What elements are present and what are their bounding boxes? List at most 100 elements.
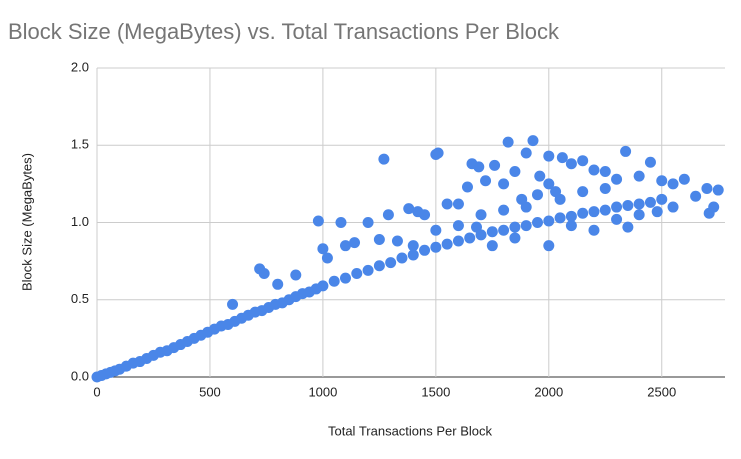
point [633,198,645,210]
point [464,232,476,244]
point [620,145,632,157]
point [407,249,419,261]
point [419,209,431,221]
point [432,147,444,159]
point [339,240,351,252]
point [489,159,501,171]
point [644,156,656,168]
point [690,190,702,202]
point [577,207,589,219]
point [520,220,532,232]
point [498,204,510,216]
point [527,135,539,147]
point [351,267,363,279]
point [588,164,600,176]
point [441,198,453,210]
point [701,183,713,195]
point [373,260,385,272]
point [452,235,464,247]
point [712,184,724,196]
point [599,183,611,195]
point [349,237,361,249]
point [588,206,600,218]
point [430,224,442,236]
point [622,200,634,212]
point [509,232,521,244]
point [556,152,568,164]
point [335,217,347,228]
point [382,209,394,221]
point [543,150,555,162]
x-tick-label: 1500 [421,384,450,399]
y-tick-label: 1.0 [71,214,89,229]
point [486,226,498,238]
x-axis-title: Total Transactions Per Block [328,423,493,438]
point [611,173,623,185]
point [452,220,464,232]
point [588,224,600,236]
point [611,213,623,225]
point [407,240,419,252]
y-tick-label: 2.0 [71,59,89,74]
point [644,196,656,208]
point [396,252,408,264]
point [565,158,577,170]
point [678,173,690,185]
point [258,267,270,279]
point [473,161,485,173]
point [667,201,679,213]
y-axis-title: Block Size (MegaBytes) [19,153,34,291]
point [509,221,521,233]
point [651,206,663,218]
point [498,224,510,236]
point [532,217,544,228]
point [362,264,374,276]
point [471,221,483,233]
point [430,241,442,253]
point [599,204,611,216]
point [328,275,340,287]
point [520,147,532,159]
x-tick-label: 2500 [647,384,676,399]
point [565,220,577,232]
point [391,235,403,247]
point [362,217,374,228]
point [419,244,431,256]
y-tick-label: 0.5 [71,291,89,306]
point [461,181,473,193]
x-tick-label: 0 [93,384,100,399]
point [502,136,514,148]
point [656,175,668,187]
point [272,278,284,290]
point [339,272,351,284]
point [532,189,544,201]
point [290,269,302,281]
point [554,212,566,224]
point [486,240,498,252]
point [543,215,555,227]
point [227,298,239,310]
point [656,193,668,205]
chart-title: Block Size (MegaBytes) vs. Total Transac… [8,19,560,44]
point [565,210,577,222]
point [703,207,715,219]
x-tick-label: 2000 [534,384,563,399]
point [633,170,645,182]
point [543,178,555,190]
point [599,166,611,178]
point [611,201,623,213]
point [312,215,324,227]
point [543,240,555,252]
point [441,238,453,250]
point [622,221,634,233]
point [403,203,415,215]
point [373,233,385,245]
point [577,155,589,167]
point [317,280,329,292]
point [480,175,492,187]
point [534,170,546,182]
point [577,186,589,198]
y-tick-label: 0.0 [71,368,89,383]
point [317,243,329,255]
